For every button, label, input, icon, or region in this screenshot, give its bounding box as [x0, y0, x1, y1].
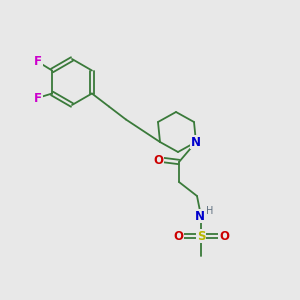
Text: F: F	[34, 92, 42, 105]
Text: O: O	[153, 154, 163, 166]
Text: N: N	[195, 209, 205, 223]
Text: F: F	[34, 55, 42, 68]
Text: N: N	[191, 136, 201, 148]
Text: H: H	[206, 206, 214, 216]
Text: O: O	[173, 230, 183, 242]
Text: S: S	[197, 230, 205, 242]
Text: O: O	[219, 230, 229, 242]
